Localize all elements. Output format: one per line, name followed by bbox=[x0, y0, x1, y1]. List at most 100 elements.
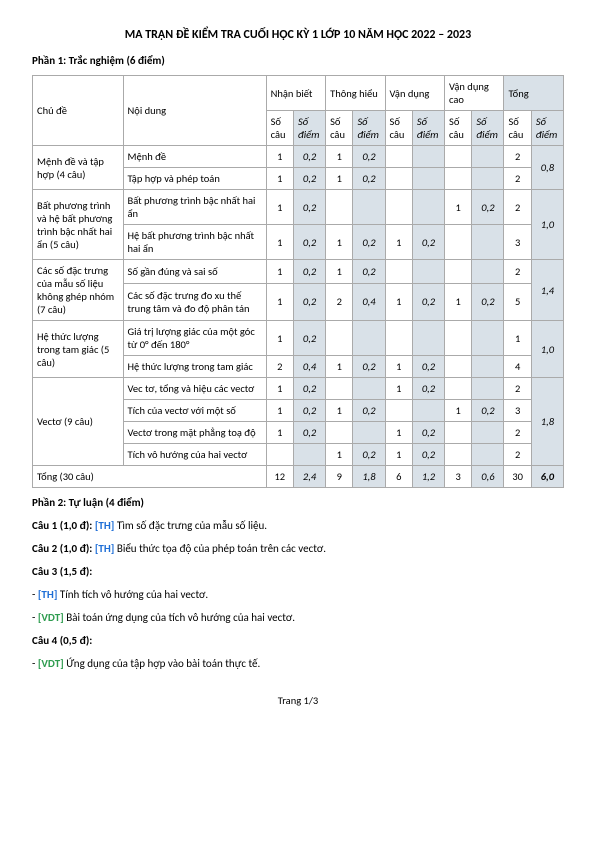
cell bbox=[412, 321, 444, 356]
cell: 1 bbox=[445, 400, 472, 422]
cell bbox=[293, 444, 325, 466]
cell: 1 bbox=[326, 225, 353, 260]
cell bbox=[266, 444, 293, 466]
cell: 2 bbox=[326, 283, 353, 320]
cell: 0,2 bbox=[472, 190, 504, 225]
cell: 0,2 bbox=[293, 378, 325, 400]
cell bbox=[412, 260, 444, 284]
q-tag: [VDT] bbox=[38, 611, 64, 624]
header-vd: Vận dụng bbox=[385, 76, 444, 111]
header-sodiem: Số điểm bbox=[293, 111, 325, 146]
cell bbox=[472, 422, 504, 444]
cell bbox=[472, 444, 504, 466]
cell: 0,2 bbox=[293, 260, 325, 284]
header-tong: Tổng bbox=[504, 76, 564, 111]
cell bbox=[326, 378, 353, 400]
header-nb: Nhận biết bbox=[266, 76, 325, 111]
cell: 1 bbox=[266, 321, 293, 356]
cell: 0,2 bbox=[472, 400, 504, 422]
cell bbox=[353, 378, 385, 400]
cell bbox=[445, 260, 472, 284]
cell bbox=[472, 321, 504, 356]
cell: 1,0 bbox=[531, 190, 563, 260]
cell: 2,4 bbox=[293, 466, 325, 488]
noidung: Tích vô hướng của hai vectơ bbox=[123, 444, 266, 466]
cell: 1,0 bbox=[531, 321, 563, 378]
cell: 0,2 bbox=[353, 225, 385, 260]
cell: 1 bbox=[326, 260, 353, 284]
header-socau: Số câu bbox=[266, 111, 293, 146]
page-footer: Trang 1/3 bbox=[32, 694, 564, 707]
question-4: Câu 4 (0,5 đ): bbox=[32, 634, 564, 647]
noidung: Giá trị lượng giác của một góc từ 0° đến… bbox=[123, 321, 266, 356]
header-chude: Chủ đề bbox=[33, 76, 124, 146]
cell: 0,2 bbox=[353, 400, 385, 422]
cell: 0,2 bbox=[472, 283, 504, 320]
cell: 0,2 bbox=[412, 283, 444, 320]
cell bbox=[353, 422, 385, 444]
cell: 1 bbox=[445, 283, 472, 320]
cell: 2 bbox=[504, 190, 531, 225]
question-3b: - [VDT] Bài toán ứng dụng của tích vô hư… bbox=[32, 611, 564, 624]
cell: 1 bbox=[326, 444, 353, 466]
cell bbox=[385, 260, 412, 284]
cell bbox=[445, 168, 472, 190]
q-tag: [TH] bbox=[95, 542, 115, 555]
cell: 0,2 bbox=[293, 146, 325, 168]
cell: 1 bbox=[385, 422, 412, 444]
cell: 3 bbox=[504, 400, 531, 422]
cell bbox=[445, 146, 472, 168]
chude: Các số đặc trưng của mẫu số liệu không g… bbox=[33, 260, 124, 321]
cell: 0,4 bbox=[293, 356, 325, 378]
header-socau: Số câu bbox=[385, 111, 412, 146]
cell: 3 bbox=[445, 466, 472, 488]
question-2: Câu 2 (1,0 đ): [TH] Biểu thức tọa độ của… bbox=[32, 542, 564, 555]
noidung: Bất phương trình bậc nhất hai ẩn bbox=[123, 190, 266, 225]
cell: 30 bbox=[504, 466, 531, 488]
cell: 1 bbox=[385, 444, 412, 466]
cell: 2 bbox=[504, 168, 531, 190]
cell: 0,2 bbox=[412, 356, 444, 378]
cell: 1 bbox=[266, 283, 293, 320]
noidung: Tập hợp và phép toán bbox=[123, 168, 266, 190]
cell: 0,2 bbox=[412, 378, 444, 400]
cell: 0,2 bbox=[293, 400, 325, 422]
cell bbox=[326, 190, 353, 225]
cell: 5 bbox=[504, 283, 531, 320]
cell bbox=[412, 168, 444, 190]
cell: 1,2 bbox=[412, 466, 444, 488]
cell: 0,2 bbox=[293, 225, 325, 260]
cell: 0,2 bbox=[412, 422, 444, 444]
q-text: Tìm số đặc trưng của mẫu số liệu. bbox=[114, 519, 267, 532]
cell: 1 bbox=[445, 190, 472, 225]
noidung: Vec tơ, tổng và hiệu các vectơ bbox=[123, 378, 266, 400]
cell: 9 bbox=[326, 466, 353, 488]
header-th: Thông hiểu bbox=[326, 76, 385, 111]
header-sodiem: Số điểm bbox=[353, 111, 385, 146]
cell: 2 bbox=[504, 146, 531, 168]
noidung: Tích của vectơ với một số bbox=[123, 400, 266, 422]
cell: 0,2 bbox=[353, 168, 385, 190]
q-tag: [TH] bbox=[95, 519, 115, 532]
cell: 2 bbox=[504, 260, 531, 284]
header-socau: Số câu bbox=[504, 111, 531, 146]
noidung: Hệ bất phương trình bậc nhất hai ẩn bbox=[123, 225, 266, 260]
question-4a: - [VDT] Ứng dụng của tập hợp vào bài toá… bbox=[32, 657, 564, 670]
cell bbox=[385, 146, 412, 168]
noidung: Hệ thức lượng trong tam giác bbox=[123, 356, 266, 378]
cell bbox=[326, 422, 353, 444]
cell bbox=[472, 378, 504, 400]
cell bbox=[445, 378, 472, 400]
cell: 0,2 bbox=[293, 321, 325, 356]
q-tag: [TH] bbox=[38, 588, 58, 601]
cell: 0,2 bbox=[353, 356, 385, 378]
cell bbox=[445, 356, 472, 378]
cell bbox=[412, 400, 444, 422]
cell: 1 bbox=[504, 321, 531, 356]
cell: 12 bbox=[266, 466, 293, 488]
header-sodiem: Số điểm bbox=[472, 111, 504, 146]
header-socau: Số câu bbox=[326, 111, 353, 146]
cell: 0,2 bbox=[293, 168, 325, 190]
cell: 1 bbox=[326, 146, 353, 168]
cell bbox=[445, 321, 472, 356]
